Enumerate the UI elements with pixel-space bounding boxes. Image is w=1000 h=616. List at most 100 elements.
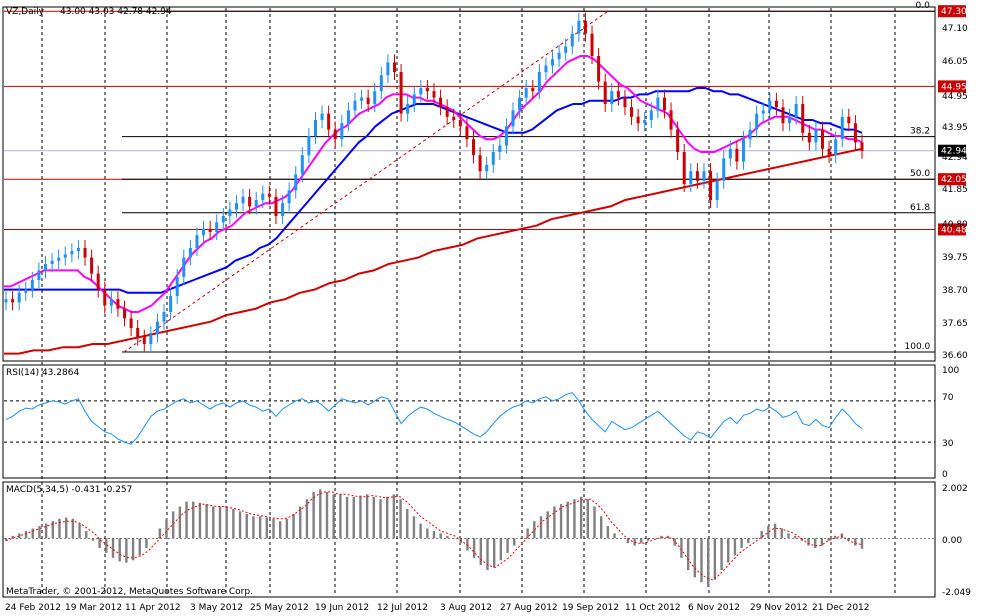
macd-bar bbox=[312, 491, 315, 539]
candle-body bbox=[735, 148, 739, 162]
macd-bar bbox=[345, 496, 349, 539]
candle-body bbox=[636, 116, 640, 124]
fib-label-2: 50.0 bbox=[910, 169, 930, 179]
macd-bar bbox=[218, 506, 222, 539]
candle-body bbox=[24, 289, 28, 293]
price-panel-frame bbox=[2, 6, 936, 362]
macd-bar bbox=[11, 535, 14, 539]
candle-body bbox=[847, 116, 851, 124]
candlesticks bbox=[4, 12, 864, 352]
candle-body bbox=[531, 88, 535, 92]
candle-body bbox=[504, 126, 508, 146]
macd-bar bbox=[620, 538, 623, 539]
candle-body bbox=[511, 110, 515, 127]
macd-bar bbox=[807, 538, 810, 546]
x-tick-label: 6 Nov 2012 bbox=[688, 603, 740, 613]
macd-bar bbox=[4, 538, 8, 541]
macd-bar bbox=[385, 496, 389, 539]
candle-body bbox=[4, 299, 8, 303]
price-tick-label: 44.95 bbox=[942, 92, 968, 102]
candle-body bbox=[603, 81, 607, 104]
candle-body bbox=[676, 129, 680, 152]
x-tick-label: 12 Jul 2012 bbox=[377, 603, 428, 613]
candle-body bbox=[406, 104, 410, 114]
price-chart-title: VZ,Daily bbox=[6, 7, 45, 17]
macd-bar bbox=[847, 538, 850, 541]
candle-body bbox=[90, 257, 94, 274]
macd-bar bbox=[573, 499, 576, 539]
candle-body bbox=[76, 248, 80, 252]
macd-bar bbox=[713, 538, 717, 580]
candle-body bbox=[248, 196, 252, 207]
candle-body bbox=[149, 334, 153, 344]
x-tick-label: 19 Sep 2012 bbox=[562, 603, 619, 613]
candle-body bbox=[840, 116, 844, 140]
fib-label-0: 0.0 bbox=[916, 1, 931, 11]
macd-title: MACD(5,34,5) -0.431 -0.257 bbox=[6, 485, 132, 495]
candle-body bbox=[741, 139, 745, 162]
candle-body bbox=[801, 104, 805, 133]
macd-bar bbox=[700, 538, 703, 583]
candle-body bbox=[498, 145, 502, 152]
ma-slow-line bbox=[4, 147, 863, 355]
candle-body bbox=[445, 107, 449, 117]
macd-bar bbox=[733, 538, 737, 556]
candle-body bbox=[597, 56, 601, 82]
macd-bar bbox=[780, 528, 783, 539]
ma-fast-line bbox=[4, 55, 863, 313]
macd-bar bbox=[419, 523, 422, 539]
rsi-tick-label: 70 bbox=[942, 393, 954, 403]
price-tick-label: 42.94 bbox=[942, 153, 968, 163]
price-tick-label: 37.65 bbox=[942, 319, 968, 329]
macd-bar bbox=[58, 518, 61, 539]
macd-bar bbox=[212, 506, 215, 539]
copyright-text: MetaTrader, © 2001-2012, MetaQuotes Soft… bbox=[6, 587, 253, 597]
x-axis-labels: 24 Feb 2012 19 Mar 2012 11 Apr 2012 3 May 2… bbox=[5, 603, 870, 613]
candle-body bbox=[702, 171, 706, 181]
macd-bar bbox=[747, 538, 750, 544]
candle-body bbox=[142, 337, 146, 344]
rsi-title: RSI(14) 43.2864 bbox=[6, 368, 79, 378]
macd-bar bbox=[452, 538, 456, 539]
macd-bar bbox=[71, 518, 75, 539]
candle-body bbox=[320, 113, 324, 120]
macd-bar bbox=[278, 521, 282, 539]
candle-body bbox=[294, 174, 298, 191]
macd-bar bbox=[379, 499, 382, 539]
candle-body bbox=[386, 62, 390, 76]
candle-body bbox=[583, 20, 587, 34]
x-tick-label: 11 Apr 2012 bbox=[125, 603, 181, 613]
candle-body bbox=[123, 308, 127, 319]
macd-bar bbox=[827, 538, 830, 541]
candle-body bbox=[689, 171, 693, 184]
candle-body bbox=[820, 129, 824, 149]
rsi-line bbox=[5, 392, 863, 445]
x-tick-label: 19 Jun 2012 bbox=[315, 603, 369, 613]
rsi-tick-label: 0 bbox=[942, 470, 948, 480]
price-tick-label: 47.10 bbox=[942, 24, 968, 34]
macd-bar bbox=[225, 507, 228, 539]
price-tick-label: 39.75 bbox=[942, 253, 968, 263]
fib-label-4: 100.0 bbox=[905, 342, 931, 352]
macd-bar bbox=[325, 491, 329, 539]
macd-bar bbox=[319, 489, 322, 539]
macd-bar bbox=[138, 538, 141, 556]
macd-bar bbox=[412, 516, 416, 539]
candle-body bbox=[761, 110, 765, 114]
candle-body bbox=[649, 110, 653, 120]
macd-bar bbox=[339, 494, 342, 539]
candle-body bbox=[537, 72, 541, 92]
candle-body bbox=[63, 254, 67, 258]
candle-body bbox=[109, 299, 113, 306]
macd-bar bbox=[151, 538, 155, 539]
fibonacci-levels: 0.0 38.2 50.0 61.8 100.0 bbox=[122, 1, 935, 353]
macd-tick-label: 2.002 bbox=[942, 484, 968, 494]
macd-bar bbox=[178, 506, 182, 539]
ohlc-readout: 43.00 43.03 42.78 42.94 bbox=[60, 7, 172, 17]
macd-bar bbox=[706, 538, 710, 588]
candle-body bbox=[465, 126, 469, 140]
macd-bar bbox=[486, 538, 489, 571]
candle-body bbox=[30, 280, 34, 290]
